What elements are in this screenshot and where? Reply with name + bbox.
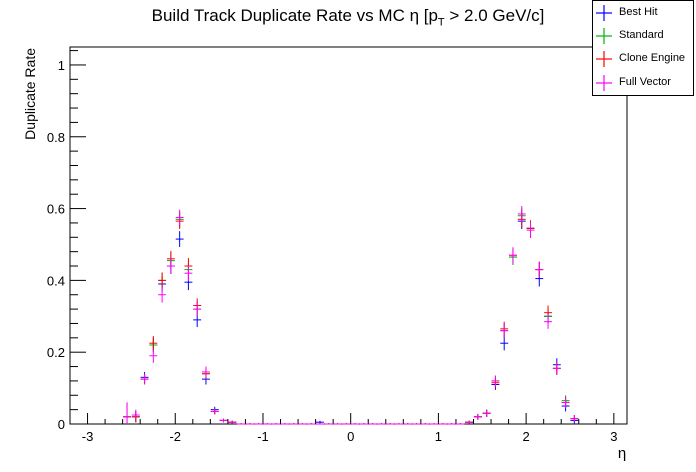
- legend-marker-best-hit: [596, 5, 612, 21]
- series-full-vector: [123, 206, 579, 425]
- data-point: [307, 423, 316, 425]
- y-tick-label: 0.4: [47, 273, 65, 288]
- data-point: [175, 231, 184, 247]
- legend-label-standard: Standard: [619, 29, 664, 41]
- data-point: [509, 247, 517, 264]
- x-tick-label: -3: [82, 429, 94, 444]
- data-point: [552, 361, 561, 375]
- data-point: [377, 423, 386, 425]
- data-point: [158, 286, 167, 303]
- data-point: [359, 423, 368, 425]
- data-point: [403, 423, 412, 425]
- data-point: [570, 415, 579, 423]
- data-point: [456, 423, 465, 425]
- data-point: [438, 423, 447, 425]
- x-tick-label: 2: [523, 429, 530, 444]
- data-point: [465, 420, 474, 424]
- legend-entry-full-vector: Full Vector: [593, 72, 693, 94]
- data-point: [491, 375, 500, 387]
- legend-entry-clone-engine: Clone Engine: [593, 48, 693, 70]
- y-tick-label: 0.6: [47, 202, 65, 217]
- data-point: [561, 397, 570, 408]
- legend-label-full-vector: Full Vector: [619, 76, 671, 88]
- data-point: [123, 402, 131, 424]
- y-tick-label: 0.2: [47, 345, 65, 360]
- data-point: [517, 206, 526, 222]
- y-tick-label: 0: [58, 417, 65, 432]
- x-tick-label: -1: [257, 429, 269, 444]
- data-point: [166, 258, 175, 274]
- x-tick-label: -2: [169, 429, 181, 444]
- data-point: [394, 423, 403, 425]
- data-point: [140, 373, 149, 385]
- data-point: [324, 423, 333, 425]
- y-tick-label: 0.8: [47, 130, 65, 145]
- data-point: [544, 314, 553, 329]
- data-point: [412, 423, 421, 425]
- legend-entry-best-hit: Best Hit: [593, 2, 693, 24]
- data-point: [386, 423, 395, 425]
- x-tick-label: 0: [347, 429, 354, 444]
- data-point: [158, 272, 167, 289]
- legend-entry-standard: Standard: [593, 25, 693, 47]
- data-point: [131, 409, 140, 421]
- data-point: [193, 301, 202, 317]
- data-point: [368, 423, 377, 425]
- data-point: [263, 423, 272, 425]
- data-point: [219, 418, 228, 423]
- series-standard: [123, 207, 579, 425]
- data-point: [333, 423, 342, 425]
- legend-marker-full-vector: [596, 75, 612, 91]
- data-point: [184, 265, 193, 282]
- legend-marker-standard: [596, 28, 612, 44]
- data-point: [473, 413, 482, 420]
- data-point: [210, 408, 219, 415]
- data-point: [149, 336, 158, 351]
- data-point: [272, 423, 281, 425]
- data-point: [500, 323, 509, 338]
- y-axis-label: Duplicate Rate: [22, 48, 38, 140]
- data-point: [202, 366, 210, 378]
- data-point: [500, 336, 509, 351]
- data-point: [535, 261, 544, 278]
- data-point: [254, 423, 263, 425]
- data-point: [245, 423, 254, 425]
- data-point: [526, 222, 535, 239]
- data-point: [237, 423, 245, 425]
- data-point: [289, 423, 298, 425]
- data-point: [316, 423, 324, 425]
- series-best-hit: [123, 213, 579, 425]
- series-clone-engine: [123, 211, 579, 425]
- data-point: [298, 423, 307, 425]
- plot-frame: [69, 46, 628, 425]
- data-point: [447, 423, 456, 425]
- data-point: [351, 423, 360, 425]
- data-point: [421, 423, 430, 425]
- legend-label-best-hit: Best Hit: [619, 6, 658, 18]
- legend-label-clone-engine: Clone Engine: [619, 52, 686, 64]
- y-tick-label: 1: [58, 58, 65, 73]
- data-point: [280, 423, 289, 425]
- data-point: [482, 409, 491, 417]
- data-point: [175, 209, 184, 226]
- legend-marker-clone-engine: [596, 51, 612, 67]
- x-tick-label: 3: [610, 429, 617, 444]
- data-point: [228, 420, 237, 424]
- chart-title: Build Track Duplicate Rate vs MC η [pT >…: [151, 6, 545, 29]
- data-point: [149, 348, 158, 363]
- legend: Best Hit Standard Clone Engine Full Vect…: [592, 0, 694, 96]
- data-point: [430, 423, 438, 425]
- data-point: [342, 423, 351, 425]
- x-axis-label: η: [618, 445, 626, 462]
- x-tick-label: 1: [435, 429, 442, 444]
- data-point: [316, 420, 324, 424]
